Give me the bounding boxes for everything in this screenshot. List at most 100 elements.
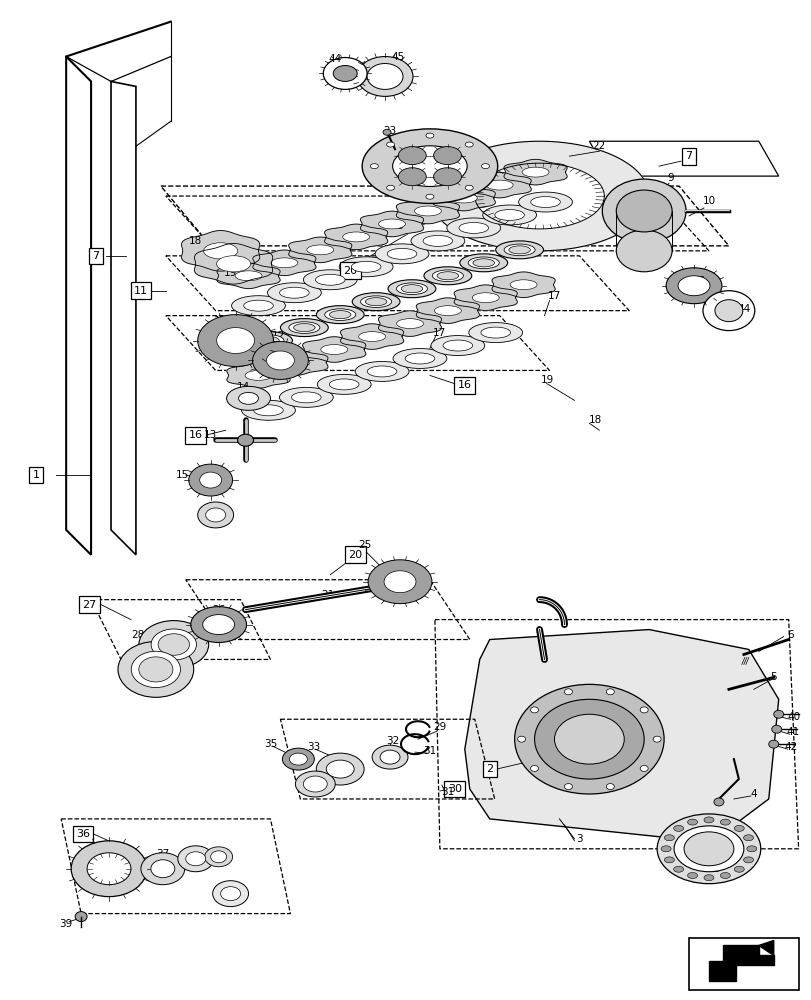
Ellipse shape	[386, 142, 394, 147]
Ellipse shape	[743, 857, 753, 863]
Ellipse shape	[639, 765, 647, 771]
Ellipse shape	[245, 370, 272, 380]
Ellipse shape	[656, 814, 760, 884]
Ellipse shape	[514, 684, 663, 794]
Ellipse shape	[398, 168, 426, 186]
Polygon shape	[264, 350, 328, 375]
Ellipse shape	[703, 875, 713, 881]
Text: 20: 20	[348, 550, 362, 560]
Ellipse shape	[362, 129, 497, 203]
Ellipse shape	[483, 205, 536, 225]
Ellipse shape	[687, 873, 697, 878]
Ellipse shape	[450, 193, 477, 203]
Ellipse shape	[252, 342, 308, 379]
Ellipse shape	[465, 185, 473, 190]
Ellipse shape	[280, 319, 328, 337]
Ellipse shape	[673, 866, 683, 872]
Text: 42: 42	[783, 742, 796, 752]
Ellipse shape	[481, 164, 489, 169]
Ellipse shape	[703, 817, 713, 823]
Text: 33: 33	[307, 742, 320, 752]
Ellipse shape	[315, 274, 345, 285]
Text: 30: 30	[448, 784, 461, 794]
Text: 20: 20	[343, 266, 357, 276]
Ellipse shape	[266, 351, 294, 370]
Text: 17: 17	[547, 291, 560, 301]
Ellipse shape	[468, 257, 499, 269]
Ellipse shape	[367, 63, 402, 89]
Text: 22: 22	[592, 141, 605, 151]
Ellipse shape	[719, 873, 729, 878]
Ellipse shape	[303, 270, 357, 290]
Ellipse shape	[518, 192, 572, 212]
Ellipse shape	[494, 209, 524, 220]
Ellipse shape	[323, 58, 367, 89]
Ellipse shape	[204, 243, 238, 259]
Ellipse shape	[433, 168, 461, 186]
Text: 35: 35	[264, 739, 277, 749]
Ellipse shape	[205, 508, 225, 522]
Text: 10: 10	[702, 196, 714, 206]
Ellipse shape	[210, 851, 226, 863]
Ellipse shape	[200, 472, 221, 488]
Ellipse shape	[358, 332, 385, 341]
Ellipse shape	[770, 725, 781, 733]
Text: 34: 34	[298, 784, 311, 794]
Ellipse shape	[480, 327, 510, 338]
Ellipse shape	[139, 657, 173, 682]
Polygon shape	[289, 237, 351, 263]
Ellipse shape	[677, 276, 709, 296]
Ellipse shape	[217, 256, 251, 272]
Polygon shape	[491, 272, 555, 298]
Ellipse shape	[316, 753, 363, 785]
Ellipse shape	[380, 750, 400, 764]
Ellipse shape	[393, 146, 466, 186]
Ellipse shape	[386, 185, 394, 190]
Ellipse shape	[371, 745, 407, 769]
Ellipse shape	[329, 379, 358, 390]
Ellipse shape	[616, 190, 672, 232]
Ellipse shape	[396, 319, 423, 329]
Text: 21: 21	[321, 590, 334, 600]
Polygon shape	[467, 172, 530, 198]
Ellipse shape	[410, 231, 464, 251]
Ellipse shape	[197, 502, 234, 528]
Polygon shape	[182, 231, 260, 271]
Polygon shape	[194, 244, 272, 284]
Polygon shape	[378, 311, 441, 336]
Ellipse shape	[652, 736, 660, 742]
Polygon shape	[226, 363, 290, 388]
Ellipse shape	[468, 323, 522, 343]
Ellipse shape	[606, 784, 614, 790]
Ellipse shape	[370, 164, 378, 169]
Ellipse shape	[743, 835, 753, 841]
Ellipse shape	[702, 291, 754, 331]
Ellipse shape	[271, 258, 298, 268]
Ellipse shape	[733, 825, 744, 831]
Ellipse shape	[191, 607, 247, 643]
Ellipse shape	[316, 306, 363, 324]
Ellipse shape	[252, 335, 284, 346]
Text: 19: 19	[540, 375, 553, 385]
Ellipse shape	[446, 218, 500, 238]
Text: 16: 16	[188, 430, 203, 440]
Ellipse shape	[235, 271, 262, 281]
Text: 2: 2	[486, 764, 492, 774]
Ellipse shape	[517, 736, 525, 742]
Ellipse shape	[393, 349, 446, 368]
Polygon shape	[453, 285, 517, 310]
Ellipse shape	[602, 179, 685, 243]
Ellipse shape	[139, 621, 208, 668]
Ellipse shape	[186, 852, 205, 866]
Text: 3: 3	[575, 834, 582, 844]
Text: 11: 11	[134, 286, 148, 296]
Ellipse shape	[521, 167, 548, 177]
Ellipse shape	[241, 400, 295, 420]
Ellipse shape	[665, 268, 721, 304]
Ellipse shape	[151, 860, 174, 878]
Ellipse shape	[434, 306, 461, 316]
Ellipse shape	[289, 322, 320, 333]
Polygon shape	[252, 250, 315, 276]
Ellipse shape	[342, 232, 369, 242]
Text: 4: 4	[749, 789, 756, 799]
